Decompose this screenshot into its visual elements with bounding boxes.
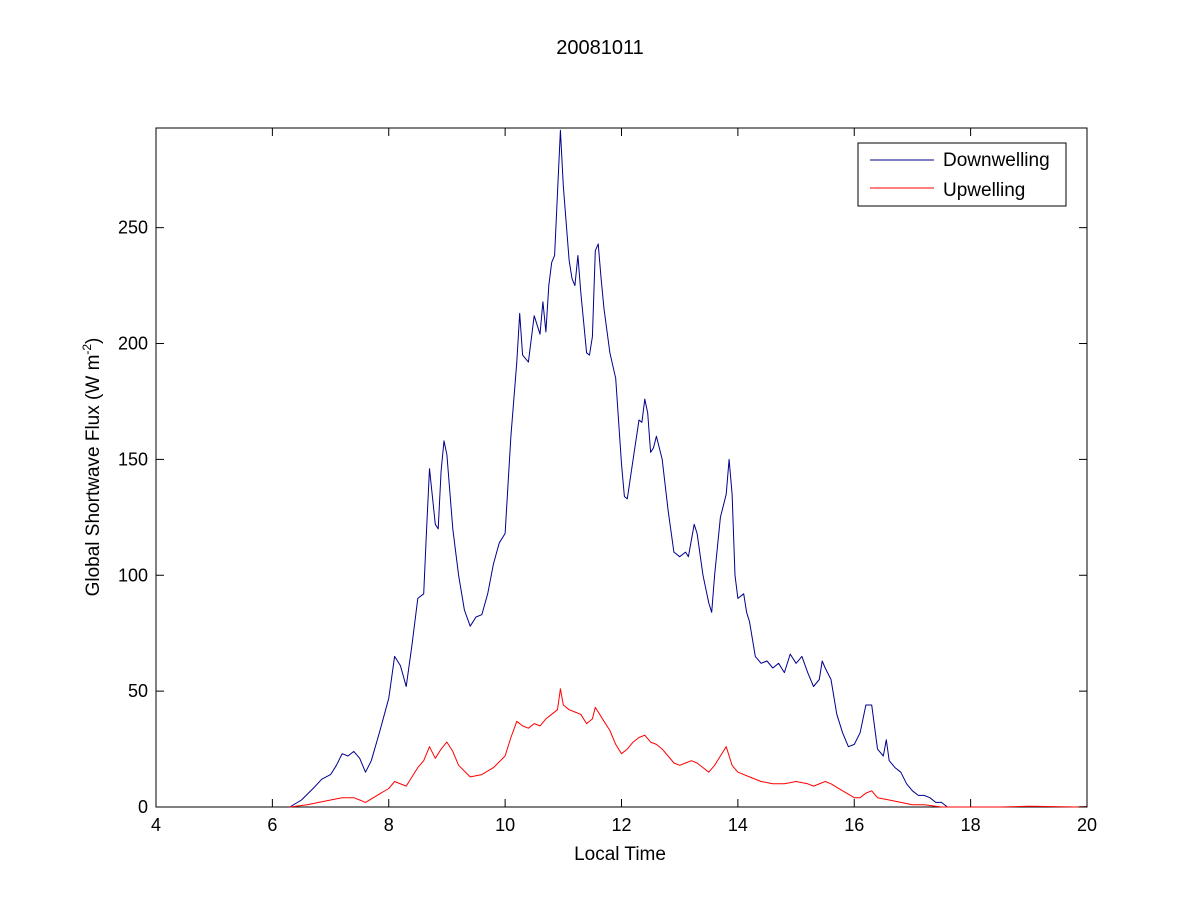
y-tick-label-100: 100 — [118, 565, 148, 585]
y-axis-label-main: Global Shortwave Flux (W m — [83, 355, 104, 597]
legend-label-upwelling: Upwelling — [943, 180, 1025, 201]
y-tick-label-50: 50 — [128, 681, 148, 701]
x-tick-label-20: 20 — [1077, 815, 1097, 835]
legend-box — [857, 142, 1067, 207]
series-line-downwelling — [289, 129, 948, 808]
series-layer — [289, 129, 1088, 808]
x-axis-label: Local Time — [574, 844, 666, 865]
y-tick-label-0: 0 — [138, 797, 148, 817]
chart-title: 20081011 — [556, 37, 644, 59]
y-tick-label-250: 250 — [118, 218, 148, 238]
x-tick-label-16: 16 — [844, 815, 864, 835]
legend-label-downwelling: Downwelling — [943, 150, 1050, 171]
y-tick-label-150: 150 — [118, 449, 148, 469]
x-tick-label-8: 8 — [384, 815, 394, 835]
x-tick-label-4: 4 — [151, 815, 161, 835]
y-axis-label: Global Shortwave Flux (W m-2) — [80, 338, 104, 597]
x-tick-label-6: 6 — [267, 815, 277, 835]
x-tick-label-18: 18 — [961, 815, 981, 835]
legend: Downwelling Upwelling — [857, 142, 1067, 207]
series-line-upwelling — [289, 688, 1088, 808]
y-axis-label-sup: -2 — [80, 344, 94, 355]
y-tick-label-200: 200 — [118, 334, 148, 354]
x-tick-label-10: 10 — [495, 815, 515, 835]
y-axis-label-close: ) — [83, 338, 104, 344]
x-tick-label-14: 14 — [728, 815, 748, 835]
x-tick-label-12: 12 — [611, 815, 631, 835]
